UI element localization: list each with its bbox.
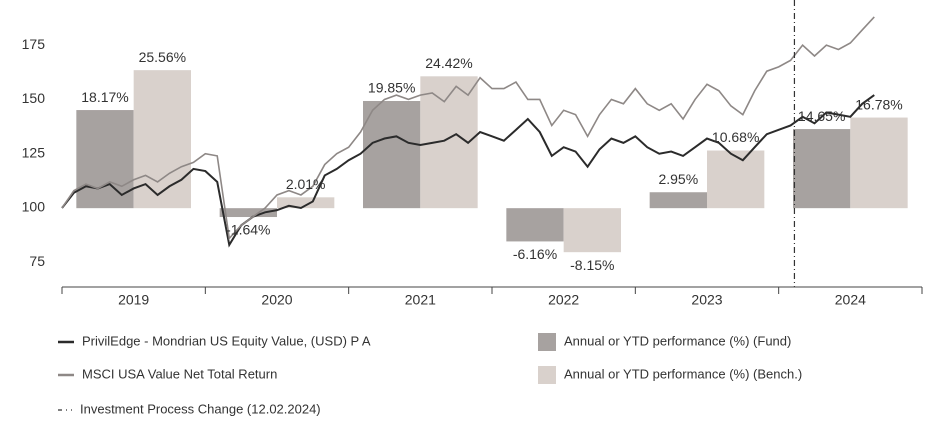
value-label: 16.78% xyxy=(855,96,902,112)
x-tick-label: 2023 xyxy=(691,292,722,308)
x-tick-label: 2022 xyxy=(548,292,579,308)
legend-swatch xyxy=(538,333,556,351)
value-label: 2.01% xyxy=(286,176,326,192)
value-label: 2.95% xyxy=(658,171,698,187)
x-tick-label: 2020 xyxy=(261,292,292,308)
y-tick-label: 125 xyxy=(22,144,46,160)
legend-swatch xyxy=(538,366,556,384)
y-tick-label: 75 xyxy=(29,253,45,269)
legend-label: PrivilEdge - Mondrian US Equity Value, (… xyxy=(82,333,371,348)
bar xyxy=(793,129,851,209)
bar xyxy=(707,150,765,209)
legend-label: MSCI USA Value Net Total Return xyxy=(82,366,277,381)
value-label: 25.56% xyxy=(139,49,186,65)
bar xyxy=(506,208,564,242)
x-tick-label: 2024 xyxy=(835,292,866,308)
value-label: -1.64% xyxy=(226,222,270,238)
value-label: 14.65% xyxy=(798,108,845,124)
bar xyxy=(133,70,191,209)
value-label: 19.85% xyxy=(368,80,415,96)
bar xyxy=(649,192,707,209)
value-label: 18.17% xyxy=(81,89,128,105)
line xyxy=(61,16,875,241)
legend-label: Annual or YTD performance (%) (Fund) xyxy=(564,333,791,348)
legend-label: Annual or YTD performance (%) (Bench.) xyxy=(564,366,802,381)
bar xyxy=(850,117,908,209)
bar xyxy=(363,100,421,209)
value-label: 10.68% xyxy=(712,129,759,145)
x-tick-label: 2019 xyxy=(118,292,149,308)
value-label: 24.42% xyxy=(425,55,472,71)
value-label: -8.15% xyxy=(570,257,614,273)
y-tick-label: 175 xyxy=(22,36,46,52)
line xyxy=(61,94,875,248)
bar xyxy=(76,110,134,209)
value-label: -6.16% xyxy=(513,246,557,262)
bar xyxy=(277,197,335,209)
x-tick-label: 2021 xyxy=(405,292,436,308)
y-tick-label: 100 xyxy=(22,199,46,215)
legend-label: Investment Process Change (12.02.2024) xyxy=(80,401,321,416)
bar xyxy=(563,208,621,253)
y-tick-label: 150 xyxy=(22,90,46,106)
bar xyxy=(219,208,277,218)
